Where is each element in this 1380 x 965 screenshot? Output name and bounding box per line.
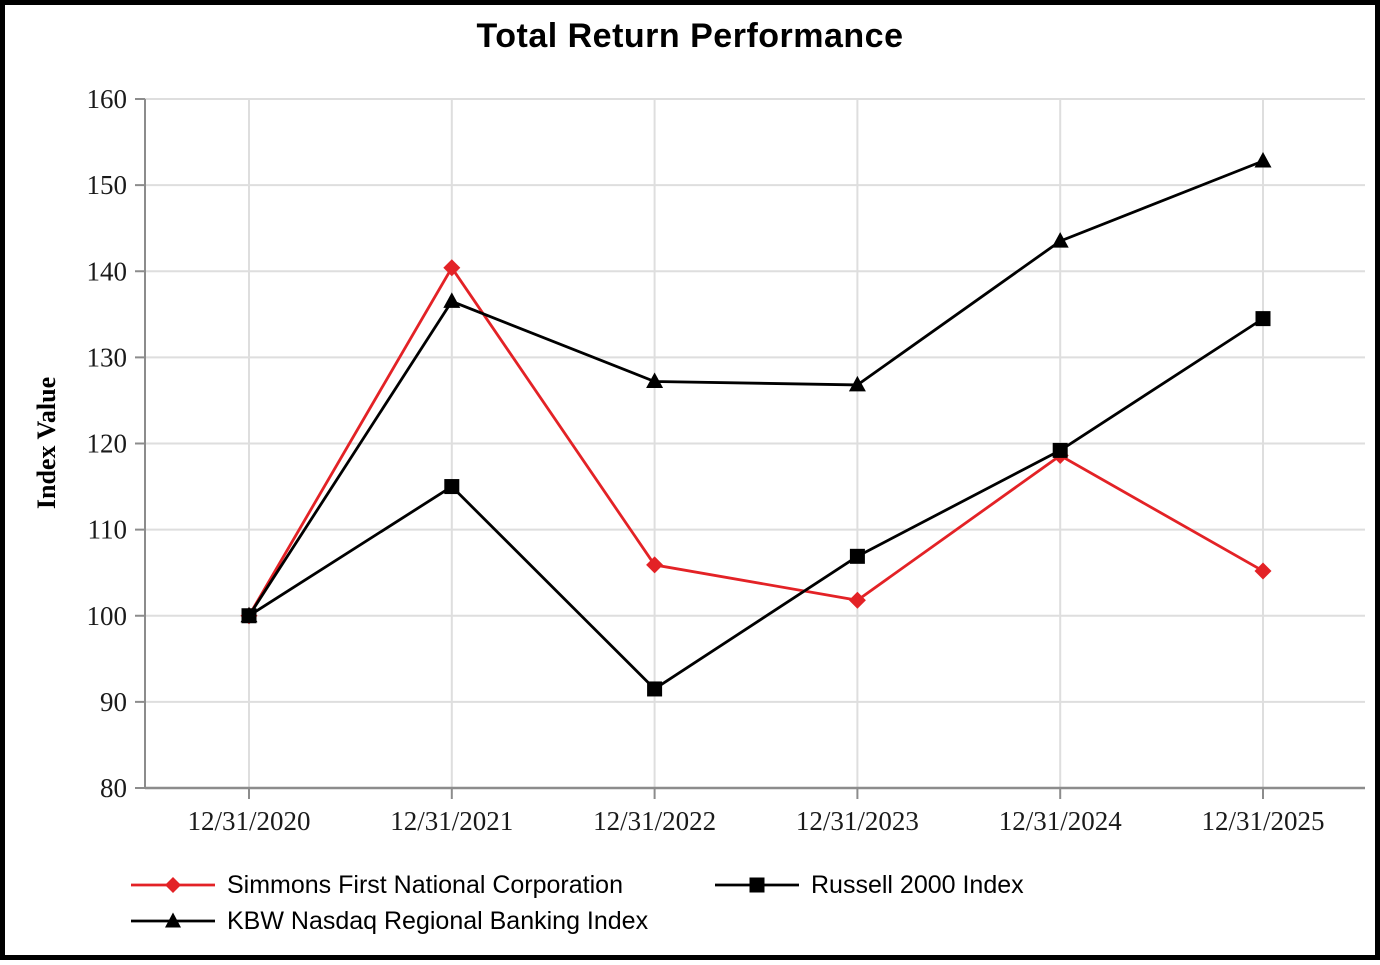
legend-marker-square: [715, 877, 799, 893]
legend: Simmons First National Corporation Russel…: [131, 869, 1024, 937]
y-tick-label: 140: [87, 256, 128, 286]
series-simmons-first-national-corporation: [240, 259, 1272, 625]
y-axis-label: Index Value: [32, 376, 61, 510]
x-tick-label: 12/31/2023: [796, 806, 919, 836]
diamond-marker: [848, 591, 866, 609]
y-tick-label: 130: [87, 342, 128, 372]
y-tick-label: 90: [100, 687, 127, 717]
diamond-marker: [646, 556, 664, 574]
series-russell-2000-index: [241, 311, 1271, 697]
legend-item-simmons-first-national-corporation: Simmons First National Corporation: [131, 869, 715, 901]
square-marker: [241, 608, 257, 624]
x-tick-label: 12/31/2022: [593, 806, 716, 836]
chart-title: Total Return Performance: [476, 17, 904, 55]
axes: [135, 98, 1365, 799]
square-marker: [647, 681, 663, 697]
triangle-marker: [646, 372, 664, 388]
x-tick-label: 12/31/2021: [390, 806, 513, 836]
legend-item-russell-2000-index: Russell 2000 Index: [715, 869, 1024, 901]
y-tick-label: 80: [100, 773, 127, 803]
diamond-marker: [443, 259, 461, 277]
y-tick-label: 150: [87, 170, 128, 200]
square-marker: [1255, 311, 1271, 327]
triangle-marker: [443, 292, 461, 308]
diamond-marker: [1254, 562, 1272, 580]
triangle-marker: [1254, 152, 1272, 168]
x-tick-label: 12/31/2020: [187, 806, 310, 836]
legend-item-kbw-nasdaq-regional-banking-index: KBW Nasdaq Regional Banking Index: [131, 905, 715, 937]
triangle-marker: [848, 375, 866, 392]
y-tick-label: 120: [87, 429, 128, 459]
x-tick-label: 12/31/2024: [999, 806, 1123, 836]
triangle-marker: [1051, 232, 1069, 248]
y-tick-labels: 80 90 100 110 120 130 140 150 160: [87, 84, 128, 803]
x-tick-label: 12/31/2025: [1201, 806, 1324, 836]
legend-marker-diamond: [131, 877, 215, 893]
legend-label: Simmons First National Corporation: [227, 870, 623, 899]
y-tick-label: 100: [87, 601, 128, 631]
gridlines: [145, 98, 1365, 788]
legend-label: Russell 2000 Index: [811, 870, 1024, 899]
series-line-russell-2000-index: [248, 317, 1264, 691]
series-line-kbw-nasdaq-regional-banking-index: [247, 159, 1264, 617]
series-kbw-nasdaq-regional-banking-index: [240, 152, 1272, 623]
square-marker: [444, 479, 460, 495]
x-tick-labels: 12/31/2020 12/31/2021 12/31/2022 12/31/2023…: [187, 806, 1324, 836]
legend-label: KBW Nasdaq Regional Banking Index: [227, 906, 649, 935]
y-tick-label: 160: [87, 84, 128, 114]
square-marker: [1052, 442, 1068, 458]
y-tick-label: 110: [88, 515, 128, 545]
legend-marker-triangle: [131, 912, 215, 928]
series-line-simmons-first-national-corporation: [247, 265, 1264, 617]
square-marker: [849, 548, 865, 564]
